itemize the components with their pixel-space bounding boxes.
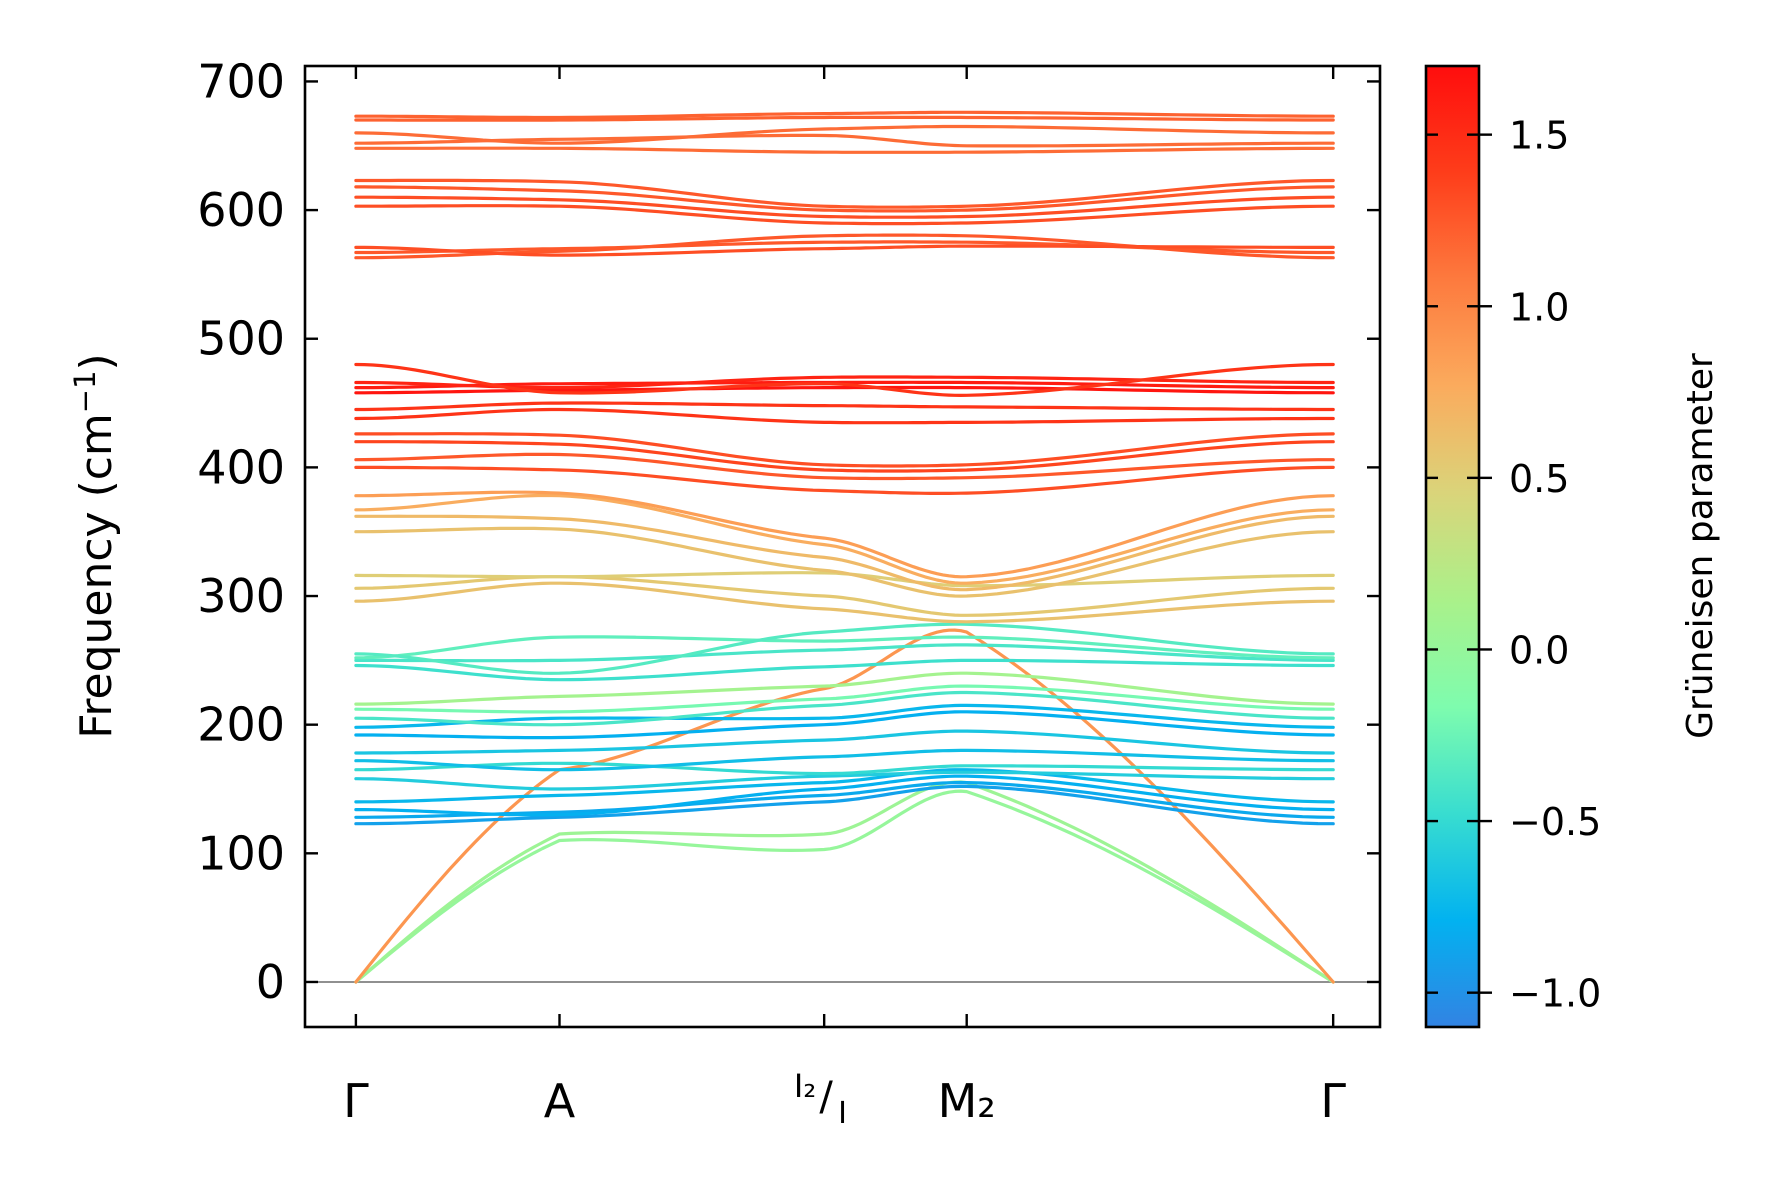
colorbar-ticks: −1.0 −0.5 0.0 0.5 1.0 1.5 [1426, 114, 1601, 1016]
svg-text:I: I [838, 1096, 847, 1131]
x-axis-ticks: Γ A I₂ / I M₂ Γ [343, 66, 1346, 1131]
band-opt-192 [354, 710, 1335, 740]
band-opt-296 [354, 581, 1335, 624]
band-opt-378 [354, 490, 1335, 579]
band-opt-660 [354, 124, 1335, 145]
y-axis-label: Frequency (cm−1) [68, 353, 122, 738]
colorbar-tick-label: 0.5 [1509, 457, 1569, 501]
y-tick-label: 700 [197, 54, 285, 108]
band-opt-178 [354, 729, 1335, 755]
y-tick-label: 200 [197, 698, 285, 752]
band-opt-172 [354, 748, 1335, 772]
y-tick-label: 100 [197, 826, 285, 880]
band-opt-158 [354, 770, 1335, 791]
band-opt-123 [354, 784, 1335, 826]
y-tick-label: 500 [197, 312, 285, 366]
band-opt-438 [354, 407, 1335, 425]
band-opt-367 [354, 493, 1335, 585]
band-opt-648 [354, 146, 1335, 154]
band-opt-134 [354, 774, 1335, 817]
band-acoustic-2 [354, 780, 1335, 984]
band-acoustic-3 [354, 628, 1335, 984]
y-tick-label: 300 [197, 569, 285, 623]
band-opt-400 [354, 465, 1335, 495]
phonon-bands [354, 110, 1335, 984]
y-tick-label: 600 [197, 183, 285, 237]
colorbar-tick-label: 1.5 [1509, 114, 1569, 158]
band-opt-406 [354, 452, 1335, 481]
band-opt-205 [354, 690, 1335, 727]
colorbar-tick-label: −0.5 [1509, 800, 1601, 844]
band-opt-603 [354, 204, 1335, 226]
band-opt-480 [354, 362, 1335, 397]
band-opt-165 [354, 761, 1335, 776]
colorbar-tick-label: 0.0 [1509, 628, 1569, 672]
band-acoustic-1 [354, 789, 1335, 984]
band-opt-420 [354, 440, 1335, 473]
band-opt-255 [354, 622, 1335, 675]
band-opt-198 [354, 703, 1335, 729]
y-tick-label: 400 [197, 440, 285, 494]
band-opt-350 [354, 526, 1335, 598]
y-axis-ticks: 0 100 200 300 400 500 600 700 [197, 54, 1380, 1009]
colorbar-tick-label: −1.0 [1509, 972, 1601, 1016]
band-opt-445 [354, 401, 1335, 412]
band-opt-216 [354, 671, 1335, 706]
band-opt-426 [354, 432, 1335, 468]
colorbar-tick-label: 1.0 [1509, 285, 1569, 329]
plot-frame [303, 64, 1382, 1029]
band-opt-618 [354, 185, 1335, 213]
x-tick-label: Γ [1320, 1074, 1346, 1128]
band-opt-362 [354, 514, 1335, 592]
band-opt-250 [354, 643, 1335, 663]
x-tick-label: M₂ [938, 1074, 996, 1128]
x-tick-label: I₂ / I [794, 1067, 847, 1131]
x-tick-label: A [544, 1074, 576, 1128]
band-opt-623 [354, 178, 1335, 209]
band-opt-140 [354, 768, 1335, 804]
band-opt-306 [354, 575, 1335, 617]
band-opt-316 [354, 571, 1335, 588]
x-tick-label: Γ [343, 1074, 369, 1128]
band-opt-610 [354, 195, 1335, 219]
band-opt-458 [354, 385, 1335, 395]
band-opt-252 [354, 635, 1335, 660]
band-opt-466 [354, 375, 1335, 390]
band-opt-212 [354, 684, 1335, 714]
colorbar [1424, 64, 1481, 1029]
band-opt-673 [354, 110, 1335, 120]
svg-text:/: / [819, 1074, 833, 1120]
y-tick-label: 0 [256, 955, 285, 1009]
band-opt-670 [354, 115, 1335, 122]
band-opt-571 [354, 244, 1335, 257]
band-opt-246 [354, 658, 1335, 682]
svg-text:I₂: I₂ [794, 1067, 816, 1105]
colorbar-label: Grüneisen parameter [1680, 353, 1721, 739]
